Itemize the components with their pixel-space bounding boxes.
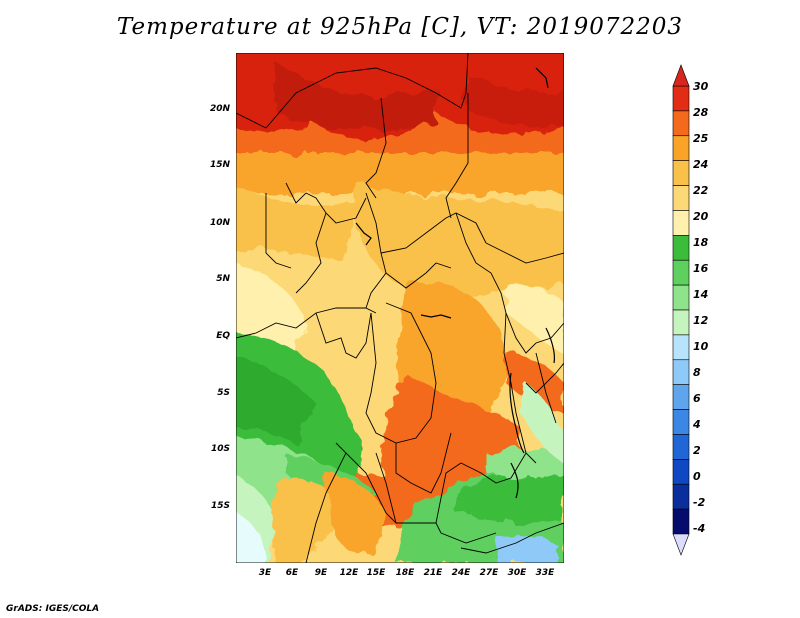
colorbar-label-20: 20 — [693, 210, 709, 223]
lon-label-9e: 9E — [314, 568, 328, 578]
grads-credit: GrADS: IGES/COLA — [6, 604, 100, 614]
lon-label-21e: 21E — [423, 568, 443, 578]
lon-label-12e: 12E — [339, 568, 359, 578]
colorbar-label-18: 18 — [693, 236, 709, 249]
lon-label-3e: 3E — [258, 568, 272, 578]
lat-label-5n: 5N — [216, 274, 230, 284]
colorbar-segment — [672, 259, 690, 286]
colorbar-segment — [672, 160, 690, 186]
colorbar-segment — [672, 110, 690, 137]
lat-label-10s: 10S — [210, 444, 230, 454]
temperature-map — [236, 53, 564, 563]
colorbar-segment — [672, 384, 690, 410]
lon-label-24e: 24E — [451, 568, 471, 578]
colorbar-label-22: 22 — [693, 184, 709, 197]
colorbar-segment — [672, 210, 690, 236]
colorbar-label-minus2: -2 — [693, 496, 706, 509]
colorbar-segment — [672, 185, 690, 211]
colorbar-label-10: 10 — [693, 340, 709, 353]
lat-label-eq: EQ — [216, 331, 230, 341]
colorbar-label-4: 4 — [693, 418, 701, 431]
colorbar-segment — [672, 459, 690, 485]
colorbar-label-minus4: -4 — [693, 522, 706, 535]
colorbar-top-arrow — [672, 64, 690, 87]
colorbar-segment — [672, 334, 690, 361]
colorbar-label-12: 12 — [693, 314, 709, 327]
lon-label-6e: 6E — [285, 568, 299, 578]
colorbar-label-0: 0 — [693, 470, 701, 483]
lon-label-18e: 18E — [395, 568, 415, 578]
colorbar-label-24: 24 — [693, 158, 709, 171]
colorbar-segment — [672, 359, 690, 385]
colorbar-segment — [672, 235, 690, 261]
lat-label-15s: 15S — [210, 501, 230, 511]
colorbar-label-30: 30 — [693, 80, 709, 93]
lat-label-20n: 20N — [209, 104, 230, 114]
lat-label-10n: 10N — [209, 218, 230, 228]
colorbar-segment — [672, 135, 690, 161]
lat-label-15n: 15N — [209, 160, 230, 170]
colorbar-segment — [672, 309, 690, 336]
colorbar-label-16: 16 — [693, 262, 709, 275]
colorbar-label-6: 6 — [693, 392, 701, 405]
map-title: Temperature at 925hPa [C], VT: 201907220… — [116, 14, 684, 40]
colorbar-label-8: 8 — [693, 366, 701, 379]
colorbar-segment — [672, 284, 690, 311]
colorbar-segment — [672, 409, 690, 435]
lon-label-33e: 33E — [535, 568, 555, 578]
lon-label-27e: 27E — [479, 568, 499, 578]
colorbar-segment — [672, 508, 690, 535]
colorbar-label-25: 25 — [693, 132, 709, 145]
colorbar-segment — [672, 434, 690, 460]
colorbar — [672, 64, 690, 556]
colorbar-segment — [672, 483, 690, 510]
lon-label-15e: 15E — [366, 568, 386, 578]
colorbar-bottom-arrow — [672, 533, 690, 556]
colorbar-label-14: 14 — [693, 288, 709, 301]
colorbar-label-28: 28 — [693, 106, 709, 119]
lat-label-5s: 5S — [217, 388, 230, 398]
colorbar-label-2: 2 — [693, 444, 701, 457]
lon-label-30e: 30E — [507, 568, 527, 578]
colorbar-segment — [672, 85, 690, 112]
